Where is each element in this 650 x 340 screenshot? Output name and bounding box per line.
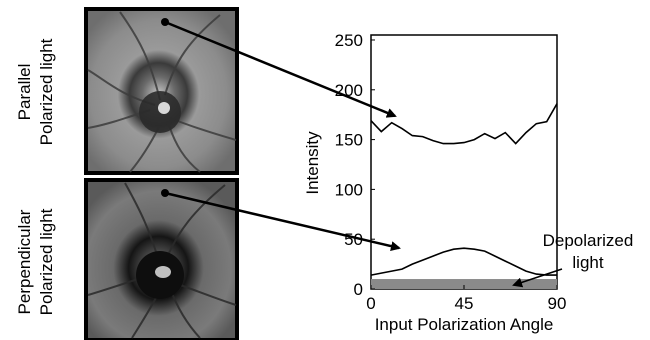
perpendicular-retina-image bbox=[84, 178, 239, 340]
depolarized-label-line2: light bbox=[572, 253, 603, 272]
parallel-label-line2: Polarized light bbox=[37, 38, 56, 145]
plot-frame bbox=[370, 34, 558, 290]
parallel-arrow-origin bbox=[161, 18, 169, 26]
parallel-retina-image bbox=[84, 7, 239, 175]
perpendicular-arrow bbox=[164, 191, 401, 252]
series-line-perpendicular bbox=[370, 247, 557, 276]
x-tick-label: 0 bbox=[366, 294, 375, 313]
series-line-parallel bbox=[370, 103, 558, 145]
y-axis-label: Intensity bbox=[303, 131, 322, 195]
y-tick-label: 100 bbox=[335, 180, 363, 199]
perpendicular-arrow-origin bbox=[161, 189, 169, 197]
x-axis-label: Input Polarization Angle bbox=[375, 315, 554, 334]
parallel-label: Parallel Polarized light bbox=[15, 38, 56, 145]
depolarized-arrow bbox=[512, 268, 563, 288]
perpendicular-label: Perpendicular Polarized light bbox=[15, 208, 56, 315]
parallel-label-line1: Parallel bbox=[15, 64, 34, 121]
perpendicular-label-line1: Perpendicular bbox=[15, 209, 34, 314]
parallel-arrow bbox=[164, 20, 397, 118]
depolarized-annotation: Depolarized light bbox=[512, 231, 634, 288]
x-tick-label: 90 bbox=[548, 294, 567, 313]
y-tick-label: 150 bbox=[335, 131, 363, 150]
x-tick-label: 45 bbox=[455, 294, 474, 313]
y-tick-label: 250 bbox=[335, 31, 363, 50]
y-tick-label: 0 bbox=[354, 280, 363, 299]
depolarized-label-line1: Depolarized bbox=[543, 231, 634, 250]
perpendicular-label-line2: Polarized light bbox=[37, 208, 56, 315]
depolarized-band bbox=[371, 279, 557, 289]
